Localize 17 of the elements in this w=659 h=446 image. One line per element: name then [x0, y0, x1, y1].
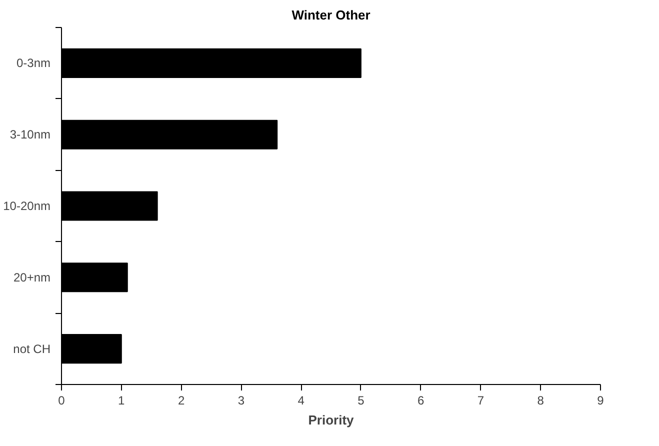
y-tick-label: not CH [13, 342, 51, 356]
x-tick-label: 7 [477, 394, 484, 408]
x-tick-label: 4 [298, 394, 305, 408]
y-tick-label: 20+nm [13, 270, 51, 284]
y-tick-label: 3-10nm [10, 128, 51, 142]
x-tick-label: 6 [417, 394, 424, 408]
y-tick-label: 10-20nm [3, 199, 51, 213]
x-tick-label: 8 [537, 394, 544, 408]
x-tick-label: 3 [238, 394, 245, 408]
x-tick-label: 2 [178, 394, 185, 408]
x-tick-label: 0 [58, 394, 66, 408]
x-axis-title: Priority [308, 412, 355, 428]
x-tick-label: 1 [118, 394, 126, 408]
chart-title: Winter Other [292, 8, 370, 22]
x-tick-label: 9 [597, 394, 604, 408]
x-tick-label: 5 [358, 394, 365, 408]
y-tick-label: 0-3nm [16, 56, 51, 70]
